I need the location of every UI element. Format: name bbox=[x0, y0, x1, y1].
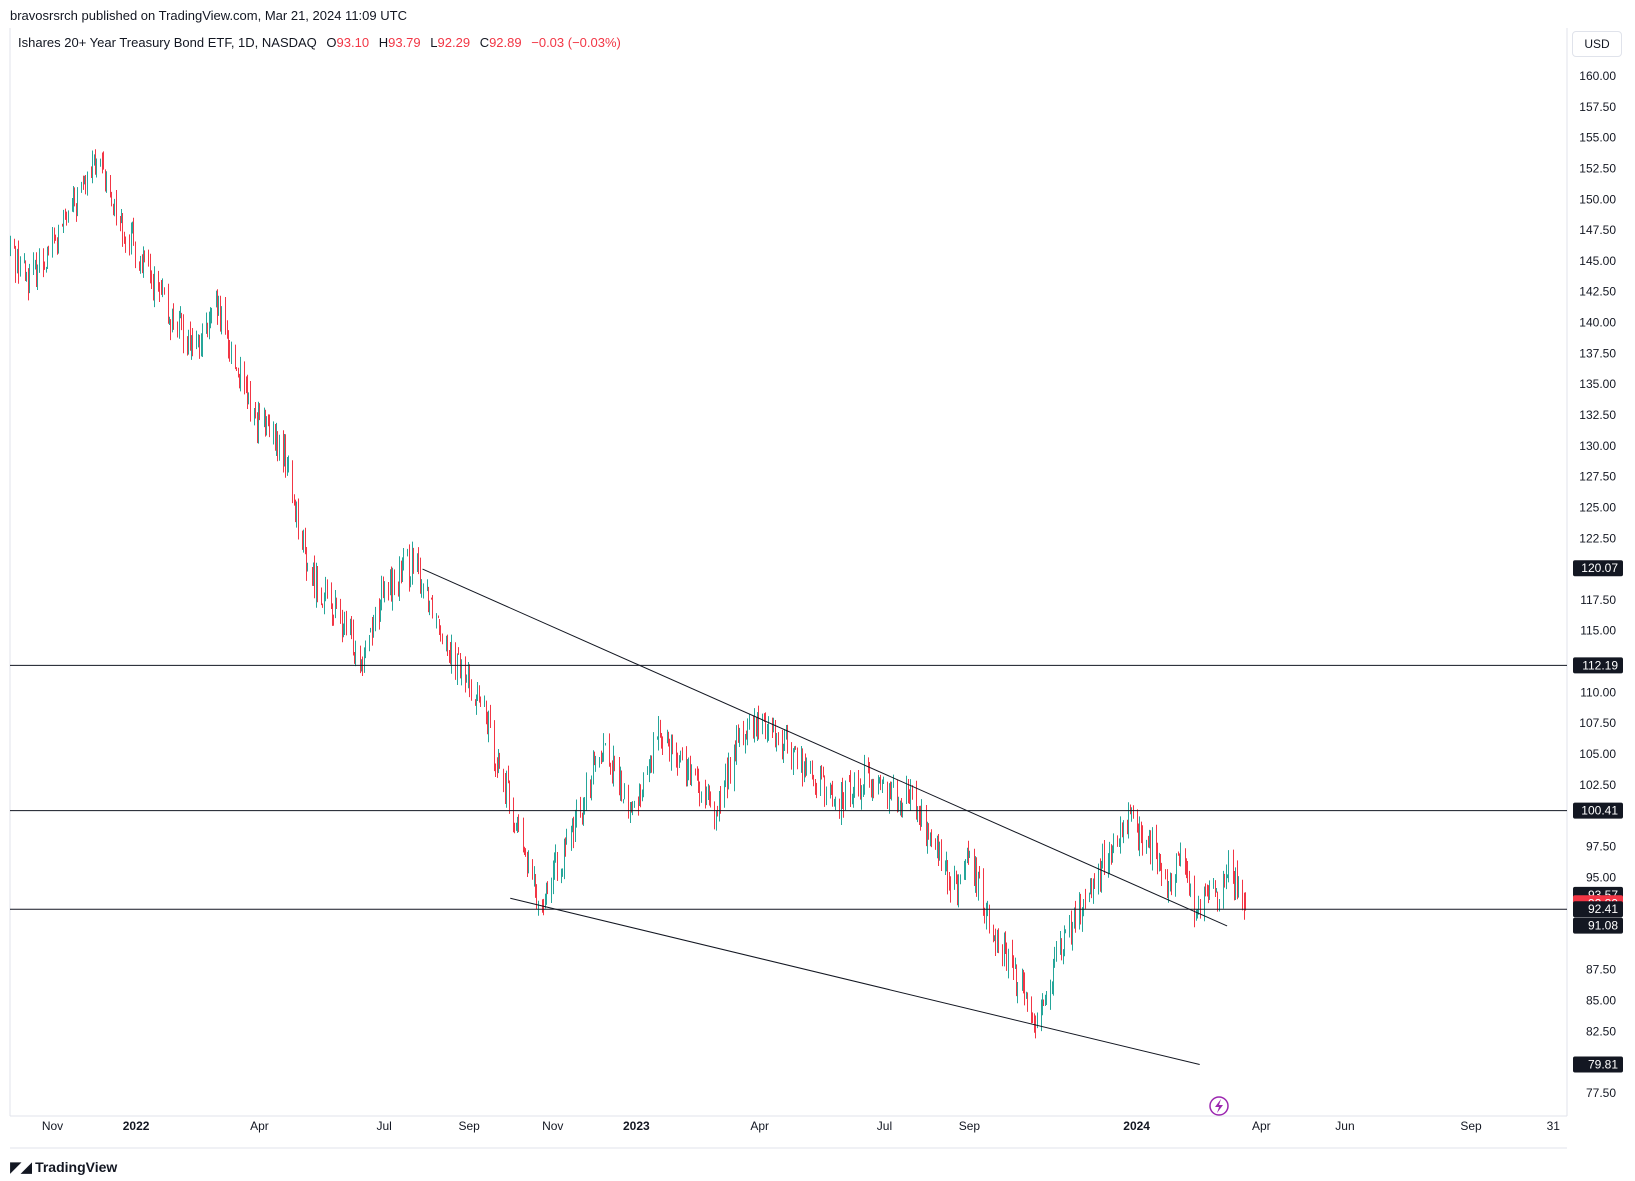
y-tick-label: 157.50 bbox=[1579, 100, 1616, 114]
x-tick-label: Sep bbox=[458, 1119, 480, 1133]
high-label: H bbox=[378, 35, 389, 50]
price-badge bbox=[1573, 560, 1623, 577]
y-tick-label: 97.50 bbox=[1586, 839, 1616, 853]
y-tick-label: 115.00 bbox=[1580, 624, 1616, 638]
y-tick-label: 147.50 bbox=[1579, 223, 1616, 237]
close-label: C bbox=[479, 35, 490, 50]
symbol-title[interactable]: Ishares 20+ Year Treasury Bond ETF, 1D, … bbox=[18, 35, 317, 50]
x-tick-label: Apr bbox=[1252, 1119, 1271, 1133]
brand-name: TradingView bbox=[35, 1159, 118, 1175]
y-tick-label: 150.00 bbox=[1579, 192, 1616, 206]
low-value: 92.29 bbox=[437, 35, 471, 50]
x-tick-label: Nov bbox=[42, 1119, 63, 1133]
y-tick-label: 110.00 bbox=[1580, 685, 1616, 699]
high-value: 93.79 bbox=[388, 35, 421, 50]
trendline[interactable] bbox=[510, 897, 1200, 1066]
y-tick-label: 82.50 bbox=[1586, 1024, 1616, 1038]
y-tick-label: 125.00 bbox=[1579, 500, 1616, 514]
change-value: −0.03 (−0.03%) bbox=[531, 35, 621, 50]
x-tick-label: Apr bbox=[250, 1119, 269, 1133]
trendline[interactable] bbox=[422, 568, 1228, 927]
open-label: O bbox=[326, 35, 337, 50]
y-tick-label: 95.00 bbox=[1586, 870, 1616, 884]
y-tick-label: 145.00 bbox=[1579, 254, 1616, 268]
close-value: 92.89 bbox=[489, 35, 522, 50]
currency-button[interactable]: USD bbox=[1572, 31, 1622, 57]
open-value: 93.10 bbox=[336, 35, 370, 50]
y-tick-label: 132.50 bbox=[1579, 408, 1616, 422]
x-tick-label: 2024 bbox=[1123, 1119, 1150, 1133]
y-tick-label: 155.00 bbox=[1579, 131, 1616, 145]
y-tick-label: 160.00 bbox=[1579, 69, 1616, 83]
y-tick-label: 142.50 bbox=[1579, 285, 1616, 299]
low-label: L bbox=[430, 35, 438, 50]
x-tick-label: Apr bbox=[750, 1119, 769, 1133]
x-tick-label: Sep bbox=[959, 1119, 981, 1133]
published-caption: bravosrsrch published on TradingView.com… bbox=[10, 8, 407, 23]
y-tick-label: 130.00 bbox=[1579, 439, 1616, 453]
y-tick-label: 77.50 bbox=[1586, 1086, 1616, 1100]
x-tick-label: 31 bbox=[1547, 1119, 1561, 1133]
price-badge-label: 120.07 bbox=[1581, 561, 1618, 575]
price-badge-label: 79.81 bbox=[1588, 1058, 1618, 1072]
y-tick-label: 127.50 bbox=[1579, 470, 1616, 484]
y-tick-label: 152.50 bbox=[1579, 161, 1616, 175]
y-tick-label: 87.50 bbox=[1586, 963, 1616, 977]
symbol-legend: Ishares 20+ Year Treasury Bond ETF, 1D, … bbox=[18, 35, 621, 50]
y-tick-label: 122.50 bbox=[1579, 531, 1616, 545]
price-badge bbox=[1573, 802, 1623, 819]
price-badge bbox=[1573, 917, 1623, 934]
y-tick-label: 85.00 bbox=[1586, 994, 1616, 1008]
tradingview-logo[interactable]: ◤◢ TradingView bbox=[10, 1158, 117, 1176]
x-tick-label: Jul bbox=[877, 1119, 892, 1133]
lightning-glyph-icon bbox=[1215, 1099, 1223, 1113]
tradingview-logo-icon: ◤◢ bbox=[10, 1159, 32, 1176]
y-tick-label: 105.00 bbox=[1579, 747, 1616, 761]
price-badge bbox=[1573, 901, 1623, 918]
y-tick-label: 117.50 bbox=[1580, 593, 1616, 607]
x-tick-label: 2022 bbox=[123, 1119, 150, 1133]
x-tick-label: Nov bbox=[542, 1119, 563, 1133]
y-tick-label: 140.00 bbox=[1579, 316, 1616, 330]
y-tick-label: 137.50 bbox=[1579, 346, 1616, 360]
x-tick-label: Jul bbox=[377, 1119, 392, 1133]
price-badge-label: 112.19 bbox=[1582, 658, 1618, 672]
y-tick-label: 107.50 bbox=[1579, 716, 1616, 730]
price-badge-label: 91.08 bbox=[1588, 919, 1618, 933]
price-badge bbox=[1573, 657, 1623, 674]
price-badge-label: 100.41 bbox=[1581, 804, 1618, 818]
price-badge bbox=[1573, 1056, 1623, 1073]
price-badge-label: 92.41 bbox=[1588, 902, 1618, 916]
x-tick-label: Sep bbox=[1460, 1119, 1482, 1133]
x-tick-label: Jun bbox=[1335, 1119, 1354, 1133]
x-tick-label: 2023 bbox=[623, 1119, 650, 1133]
y-tick-label: 102.50 bbox=[1579, 778, 1616, 792]
y-tick-label: 135.00 bbox=[1579, 377, 1616, 391]
alert-lightning-icon[interactable] bbox=[1209, 1096, 1229, 1116]
